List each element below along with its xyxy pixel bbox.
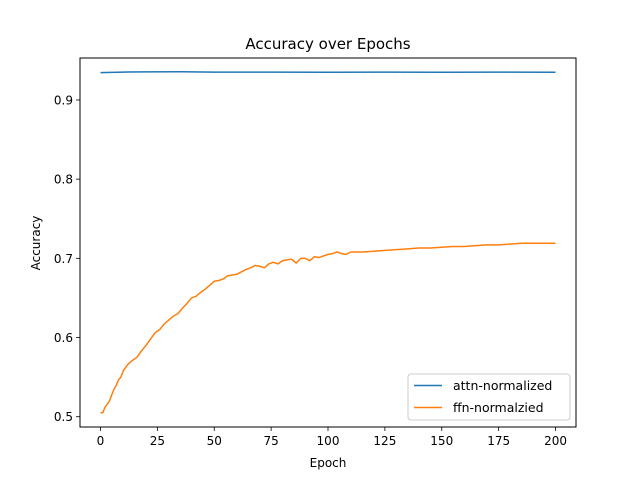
x-tick-label: 100 bbox=[317, 434, 340, 448]
y-axis-label: Accuracy bbox=[29, 216, 43, 271]
x-axis-ticks: 0 25 50 75 100 125 150 175 200 bbox=[97, 427, 567, 448]
y-tick-label: 0.9 bbox=[54, 93, 73, 107]
chart-title: Accuracy over Epochs bbox=[245, 35, 410, 53]
y-tick-label: 0.7 bbox=[54, 252, 73, 266]
series-line-ffn-normalzied bbox=[100, 242, 556, 414]
x-tick-label: 175 bbox=[487, 434, 510, 448]
x-tick-label: 75 bbox=[263, 434, 278, 448]
x-tick-label: 125 bbox=[373, 434, 396, 448]
x-tick-label: 25 bbox=[150, 434, 165, 448]
legend-frame bbox=[407, 373, 571, 421]
series-lines bbox=[100, 70, 556, 414]
y-axis-ticks: 0.5 0.6 0.7 0.8 0.9 bbox=[54, 93, 80, 424]
legend: attn-normalized ffn-normalzied bbox=[407, 373, 571, 421]
x-tick-label: 50 bbox=[207, 434, 222, 448]
y-tick-label: 0.6 bbox=[54, 331, 73, 345]
y-tick-label: 0.8 bbox=[54, 173, 73, 187]
legend-label-ffn-normalzied: ffn-normalzied bbox=[453, 400, 544, 415]
x-tick-label: 0 bbox=[97, 434, 105, 448]
legend-label-attn-normalized: attn-normalized bbox=[453, 378, 552, 393]
x-tick-label: 150 bbox=[430, 434, 453, 448]
x-axis-label: Epoch bbox=[310, 456, 347, 470]
x-tick-label: 200 bbox=[544, 434, 567, 448]
y-tick-label: 0.5 bbox=[54, 410, 73, 424]
series-line-attn-normalized bbox=[100, 70, 556, 74]
